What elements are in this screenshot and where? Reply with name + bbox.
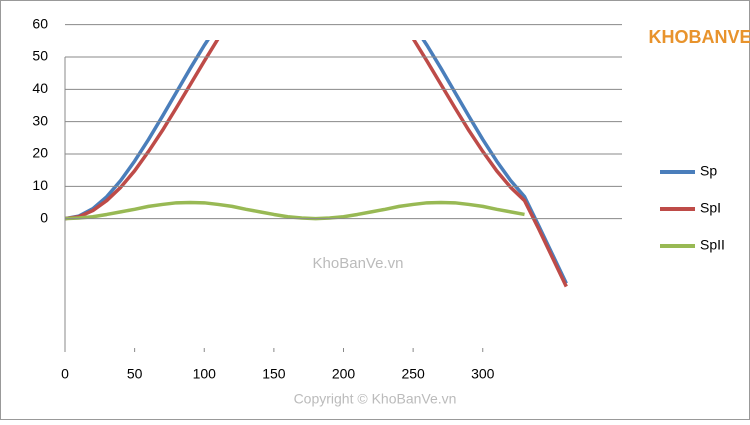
line [65,40,568,285]
x-tick-label: 100 [193,366,217,382]
y-tick-label: 0 [40,209,48,225]
copyright: Copyright © KhoBanVe.vn [294,391,457,407]
legend-label: Sp [700,163,717,179]
y-tick-label: 40 [32,80,48,96]
y-tick-label: 30 [32,112,48,128]
logo: KHOBANVE [648,27,750,47]
x-tick-label: 0 [61,366,69,382]
y-tick-label: 50 [32,48,48,64]
x-tick-label: 150 [262,366,286,382]
legend-label: SpII [700,237,725,253]
x-tick-label: 250 [401,366,425,382]
x-tick-label: 200 [332,366,356,382]
y-tick-label: 60 [32,15,48,31]
x-tick-label: 50 [127,366,143,382]
plot-area [65,40,568,288]
watermark: KhoBanVe.vn [313,255,404,272]
line [65,200,525,221]
y-tick-label: 20 [32,145,48,161]
x-tick-label: 300 [471,366,495,382]
line [65,40,568,288]
y-tick-label: 10 [32,177,48,193]
legend-label: SpI [700,200,721,216]
